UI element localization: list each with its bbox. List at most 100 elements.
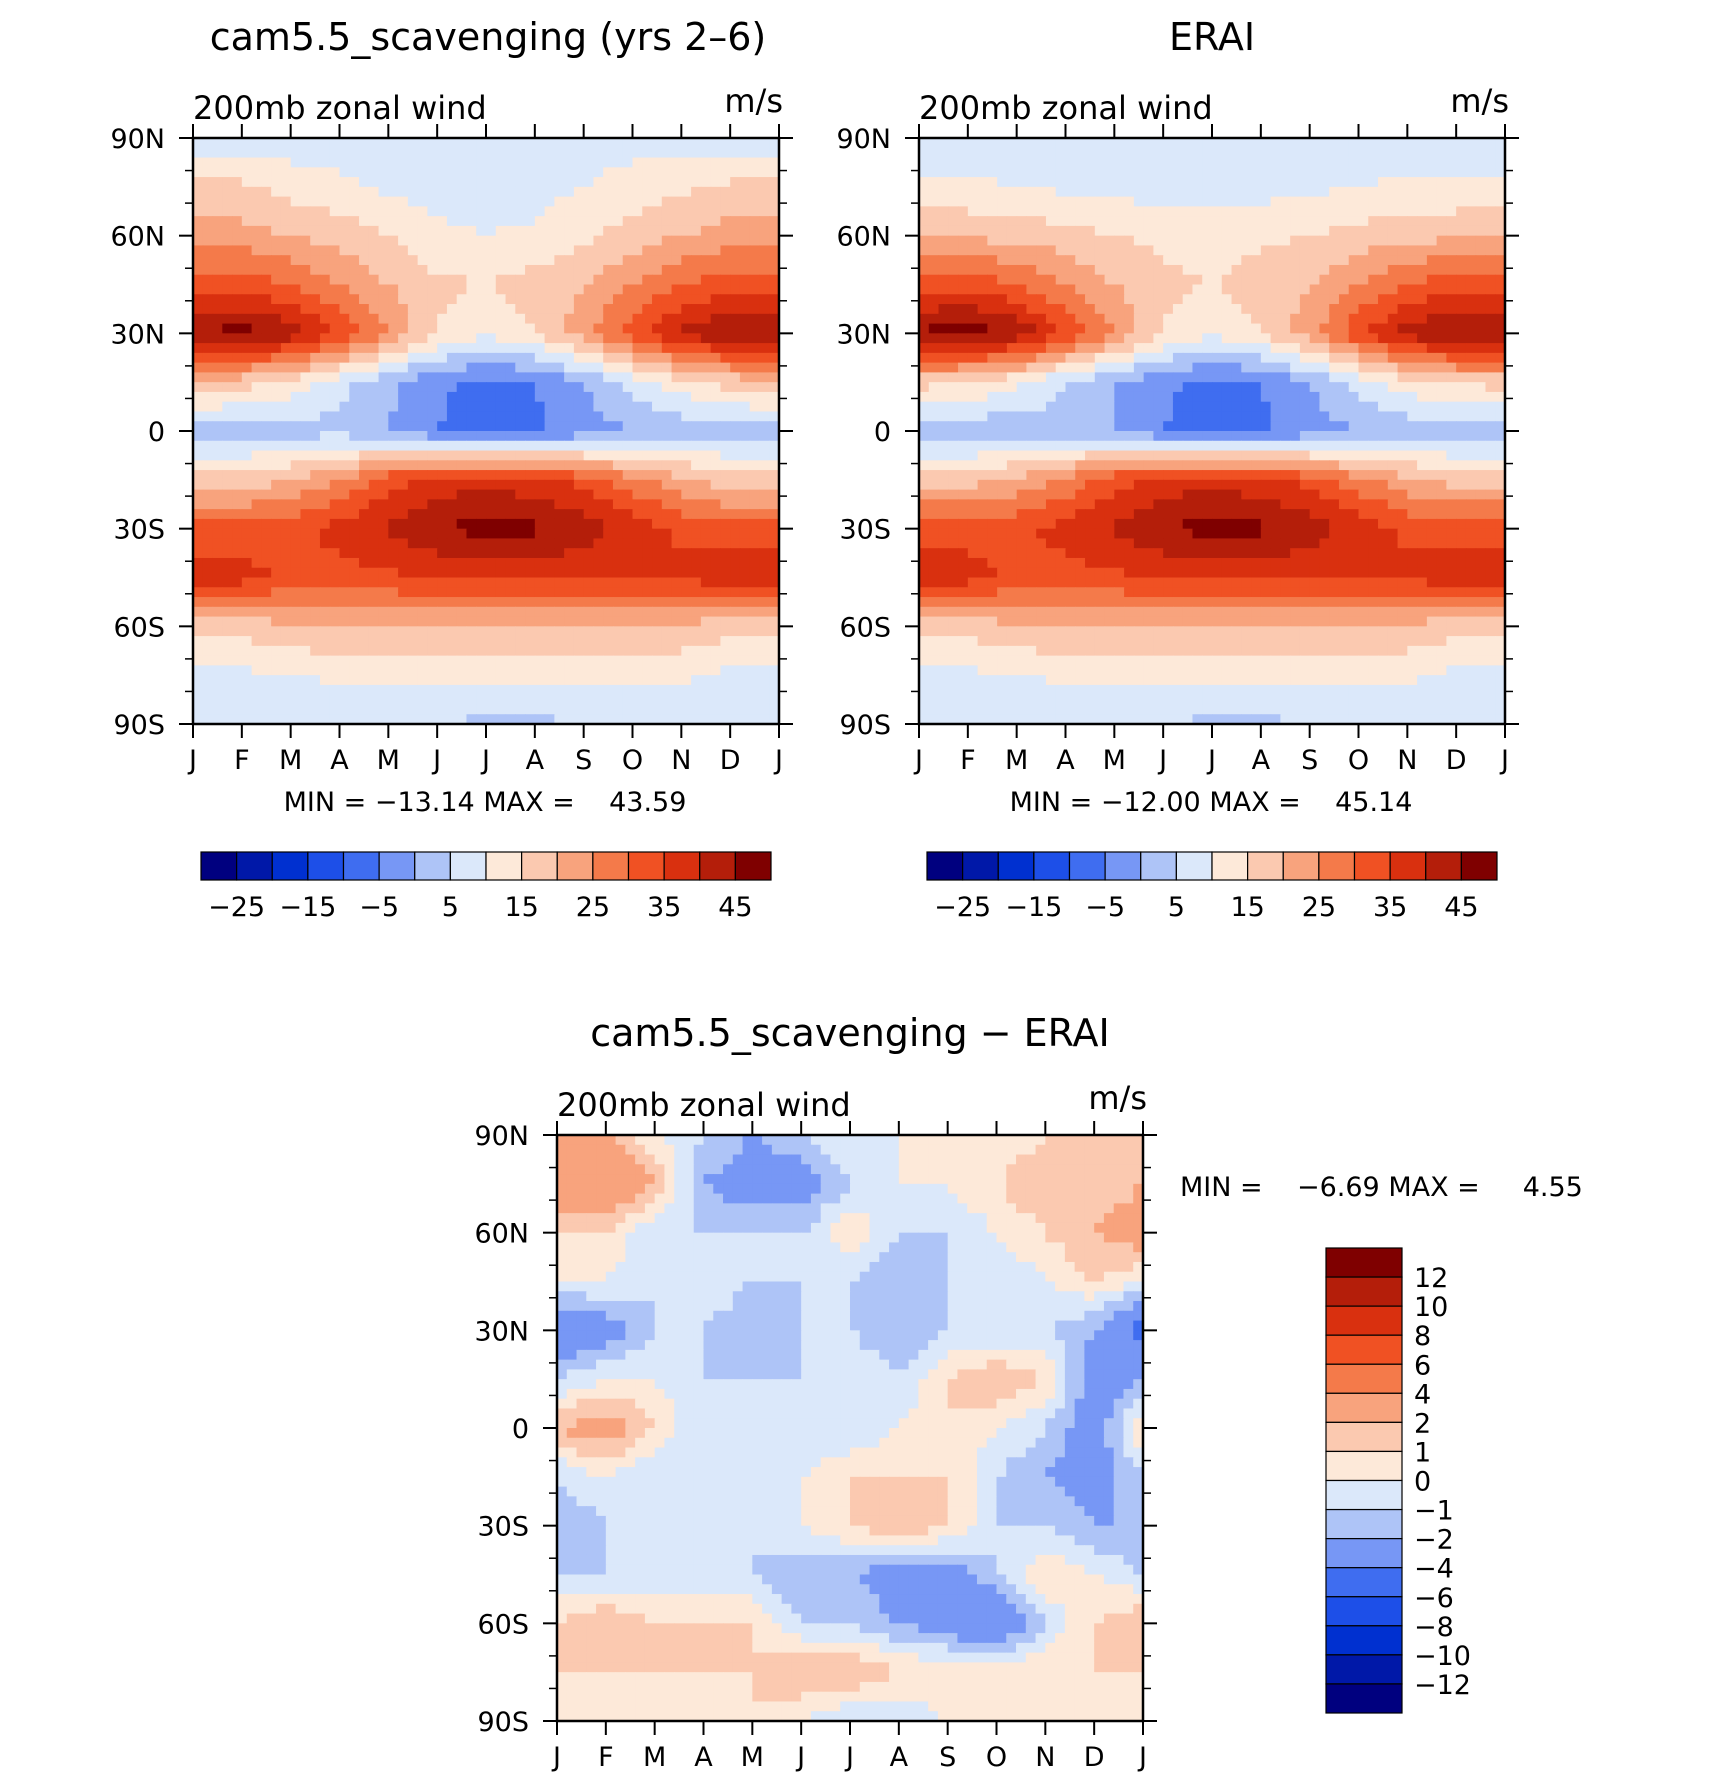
heatmap-cell <box>691 675 702 686</box>
heatmap-cell <box>349 421 360 432</box>
heatmap-cell <box>515 313 526 325</box>
heatmap-cell <box>232 528 243 540</box>
heatmap-cell <box>310 333 321 344</box>
heatmap-cell <box>652 157 663 168</box>
heatmap-cell <box>749 216 761 227</box>
heatmap-cell <box>222 440 233 452</box>
heatmap-cell <box>319 636 331 647</box>
heatmap-cell <box>749 450 761 461</box>
heatmap-cell <box>319 509 331 520</box>
heatmap-cell <box>967 196 979 207</box>
heatmap-cell <box>515 528 526 540</box>
heatmap-cell <box>603 655 614 666</box>
heatmap-cell <box>948 343 959 354</box>
heatmap-cell <box>300 382 311 393</box>
heatmap-cell <box>652 704 663 715</box>
heatmap-cell <box>1006 284 1018 295</box>
heatmap-cell <box>534 391 546 403</box>
heatmap-cell <box>446 216 458 227</box>
heatmap-cell <box>261 147 272 159</box>
heatmap-cell <box>319 606 331 618</box>
heatmap-cell <box>515 138 526 149</box>
heatmap-cell <box>417 714 428 724</box>
heatmap-cell <box>339 235 350 247</box>
heatmap-cell <box>339 450 350 461</box>
heatmap-cell <box>525 225 536 237</box>
heatmap-cell <box>564 557 575 569</box>
heatmap-cell <box>212 675 223 686</box>
heatmap-cell <box>544 235 555 247</box>
heatmap-cell <box>456 138 468 149</box>
heatmap-cell <box>622 616 634 627</box>
heatmap-cell <box>1456 304 1467 315</box>
heatmap-cell <box>271 704 282 715</box>
heatmap-cell <box>1094 274 1106 286</box>
heatmap-cell <box>1338 157 1350 168</box>
heatmap-cell <box>534 548 546 559</box>
heatmap-cell <box>437 470 448 481</box>
heatmap-cell <box>1085 294 1096 305</box>
heatmap-cell <box>1397 284 1408 295</box>
heatmap-cell <box>368 440 380 452</box>
heatmap-cell <box>476 645 487 657</box>
heatmap-cell <box>1348 216 1360 227</box>
heatmap-cell <box>769 313 779 325</box>
heatmap-cell <box>642 382 653 393</box>
heatmap-cell <box>280 352 292 364</box>
heatmap-cell <box>319 450 331 461</box>
heatmap-cell <box>1241 177 1252 188</box>
heatmap-cell <box>739 362 751 373</box>
heatmap-cell <box>446 538 458 549</box>
heatmap-cell <box>720 147 731 159</box>
heatmap-cell <box>1436 177 1447 188</box>
y-tick-label: 90N <box>110 124 165 155</box>
heatmap-cell <box>710 460 721 471</box>
heatmap-cell <box>241 606 253 618</box>
heatmap-cell <box>691 177 702 188</box>
heatmap-cell <box>300 333 311 344</box>
heatmap-cell <box>919 284 930 295</box>
heatmap-cell <box>612 675 624 686</box>
heatmap-cell <box>681 343 692 354</box>
heatmap-cell <box>1045 255 1057 266</box>
heatmap-cell <box>329 264 341 276</box>
heatmap-cell <box>700 460 712 471</box>
heatmap-cell <box>1290 216 1301 227</box>
heatmap-cell <box>671 655 682 666</box>
heatmap-cell <box>958 304 969 315</box>
heatmap-cell <box>310 216 321 227</box>
heatmap-cell <box>691 470 702 481</box>
heatmap-cell <box>1065 206 1076 217</box>
heatmap-cell <box>749 352 761 364</box>
heatmap-cell <box>720 509 731 520</box>
heatmap-cell <box>280 538 292 549</box>
heatmap-cell <box>1407 294 1418 305</box>
heatmap-cell <box>1241 274 1252 286</box>
heatmap-cell <box>759 313 770 325</box>
heatmap-cell <box>710 245 721 256</box>
heatmap-cell <box>505 284 516 295</box>
heatmap-cell <box>573 655 585 666</box>
heatmap-cell <box>290 450 302 461</box>
heatmap-cell <box>1153 157 1164 168</box>
heatmap-cell <box>691 606 702 618</box>
heatmap-cell <box>251 489 262 500</box>
heatmap-cell <box>583 616 595 627</box>
heatmap-cell <box>1104 147 1115 159</box>
heatmap-cell <box>593 304 604 315</box>
heatmap-cell <box>593 567 604 579</box>
heatmap-cell <box>202 343 214 354</box>
heatmap-cell <box>691 616 702 627</box>
heatmap-cell <box>329 567 341 579</box>
heatmap-cell <box>700 567 712 579</box>
heatmap-cell <box>437 665 448 676</box>
heatmap-cell <box>720 675 731 686</box>
heatmap-cell <box>739 382 751 393</box>
heatmap-cell <box>1065 157 1076 168</box>
heatmap-cell <box>583 714 595 724</box>
heatmap-cell <box>681 597 692 608</box>
heatmap-cell <box>1495 313 1505 325</box>
heatmap-cell <box>1055 343 1067 354</box>
heatmap-cell <box>212 294 223 305</box>
heatmap-cell <box>1202 206 1213 217</box>
